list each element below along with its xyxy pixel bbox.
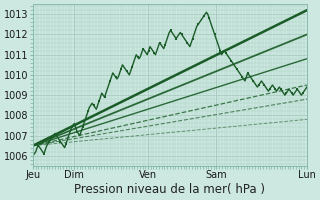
X-axis label: Pression niveau de la mer( hPa ): Pression niveau de la mer( hPa ) — [75, 183, 265, 196]
